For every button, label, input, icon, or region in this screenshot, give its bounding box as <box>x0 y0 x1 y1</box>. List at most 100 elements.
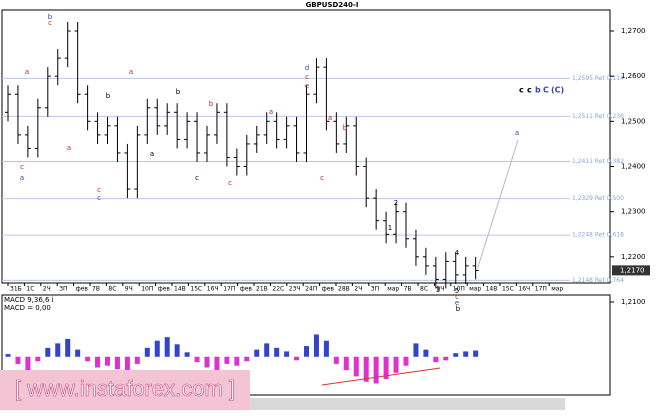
x-tick-label: 9Ч <box>125 286 133 293</box>
macd-bar <box>144 347 150 357</box>
wave-label: e <box>305 82 309 90</box>
macd-bar <box>164 337 170 357</box>
macd-bar <box>423 349 429 357</box>
wave-label: a <box>269 108 273 116</box>
x-tick-label: 23Ч <box>289 286 301 293</box>
x-tick-label: фев <box>158 286 171 293</box>
macd-value: MACD = 0,00 <box>4 304 51 312</box>
macd-bar <box>244 356 250 362</box>
wave-label: 5 <box>455 287 459 295</box>
macd-bar <box>105 356 110 366</box>
wave-label: e <box>455 299 459 307</box>
wave-label: 2 <box>394 199 398 207</box>
x-tick-label: 10П <box>453 286 465 293</box>
fib-label: 1,2511 Ret 0,236 <box>572 113 624 120</box>
macd-bar <box>353 356 359 377</box>
wave-label: 3 <box>436 286 440 294</box>
x-tick-label: 2Ч <box>354 286 362 293</box>
wave-label: a <box>20 174 24 182</box>
x-tick-label: 10П <box>141 286 153 293</box>
wave-label: 1 <box>388 224 392 232</box>
wave-label: b <box>209 100 214 108</box>
macd-bar <box>294 356 300 361</box>
x-tick-label: 3П <box>59 286 67 293</box>
wave-label: c <box>48 19 52 27</box>
macd-bar <box>15 356 21 364</box>
macd-bar <box>333 356 339 364</box>
macd-trend <box>321 367 441 386</box>
macd-bar <box>85 356 91 362</box>
wave-label: b <box>106 92 111 100</box>
macd-bar <box>443 356 449 361</box>
x-tick-label: фев <box>76 286 89 293</box>
wave-legend-item: (C) <box>551 86 564 95</box>
macd-bar <box>473 350 479 357</box>
fib-label: 1,2595 Ret 0,114 <box>572 75 624 82</box>
macd-label: MACD 9,36,6 i <box>4 296 54 304</box>
macd-bar <box>323 340 329 357</box>
macd-bar <box>5 354 11 357</box>
macd-bar <box>343 356 349 371</box>
macd-bar <box>453 353 459 357</box>
x-tick-label: мар <box>551 286 563 293</box>
fib-label: 1,2148 Ret 0,764 <box>572 277 624 284</box>
wave-label: c <box>195 174 199 182</box>
macd-bar <box>224 356 230 364</box>
y-tick-label: 1,2400 <box>621 163 646 171</box>
wave-label: c <box>97 194 101 202</box>
y-tick-label: 1,2600 <box>621 72 646 80</box>
x-tick-label: 17П <box>535 286 547 293</box>
macd-bar <box>403 356 409 366</box>
x-tick-label: 16Ч <box>207 286 219 293</box>
wave-legend-item: b <box>535 86 541 95</box>
x-tick-label: 15С <box>190 286 202 293</box>
y-tick-label: 1,2100 <box>621 298 646 306</box>
x-tick-label: 24П <box>305 286 317 293</box>
x-tick-label: 7В <box>404 286 412 293</box>
x-tick-label: 8С <box>420 286 428 293</box>
x-tick-label: 31Б <box>10 286 22 293</box>
wave-label: a <box>129 68 133 76</box>
x-tick-label: 14В <box>174 286 186 293</box>
macd-bar <box>234 356 240 366</box>
y-tick-label: 1,2300 <box>621 208 646 216</box>
macd-bar <box>204 356 210 368</box>
x-tick-label: 16Ч <box>518 286 530 293</box>
fib-label: 1,2248 Ret 0,618 <box>572 232 624 239</box>
macd-bar <box>184 352 190 357</box>
wave-label: b <box>343 124 348 132</box>
macd-bar <box>114 356 120 370</box>
fib-label: 1,2411 Ret 0,382 <box>572 158 624 165</box>
fib-label: 1,2329 Ret 0,500 <box>572 195 624 202</box>
watermark: [ www.instaforex.com ] <box>0 370 565 410</box>
macd-bar <box>134 356 140 364</box>
x-tick-label: 17П <box>223 286 235 293</box>
y-tick-label: 1,2200 <box>621 253 646 261</box>
watermark-strip <box>250 398 565 410</box>
wave-label: d <box>305 64 309 72</box>
wave-legend-item: C <box>543 86 549 95</box>
wave-label: b <box>456 305 461 313</box>
macd-bar <box>313 334 319 357</box>
current-price-box <box>612 265 650 276</box>
wave-label: a <box>150 150 154 158</box>
x-tick-label: мар <box>469 286 481 293</box>
x-tick-label: мар <box>387 286 399 293</box>
wave-label: a <box>328 114 332 122</box>
macd-bar <box>304 346 309 357</box>
wave-legend-item: c <box>519 86 524 95</box>
macd-bar <box>284 351 290 357</box>
y-tick-label: 1,2500 <box>621 117 646 125</box>
macd-bar <box>95 356 101 368</box>
macd-bar <box>194 356 200 363</box>
macd-bar <box>463 351 469 357</box>
macd-bar <box>25 356 31 371</box>
wave-label: c <box>320 174 324 182</box>
watermark-box <box>0 370 250 410</box>
chart-title: GBPUSD240-I <box>306 1 359 9</box>
macd-pane <box>1 294 611 396</box>
macd-bar <box>45 347 51 357</box>
macd-bar <box>264 343 270 357</box>
wave-label: b <box>176 88 181 96</box>
